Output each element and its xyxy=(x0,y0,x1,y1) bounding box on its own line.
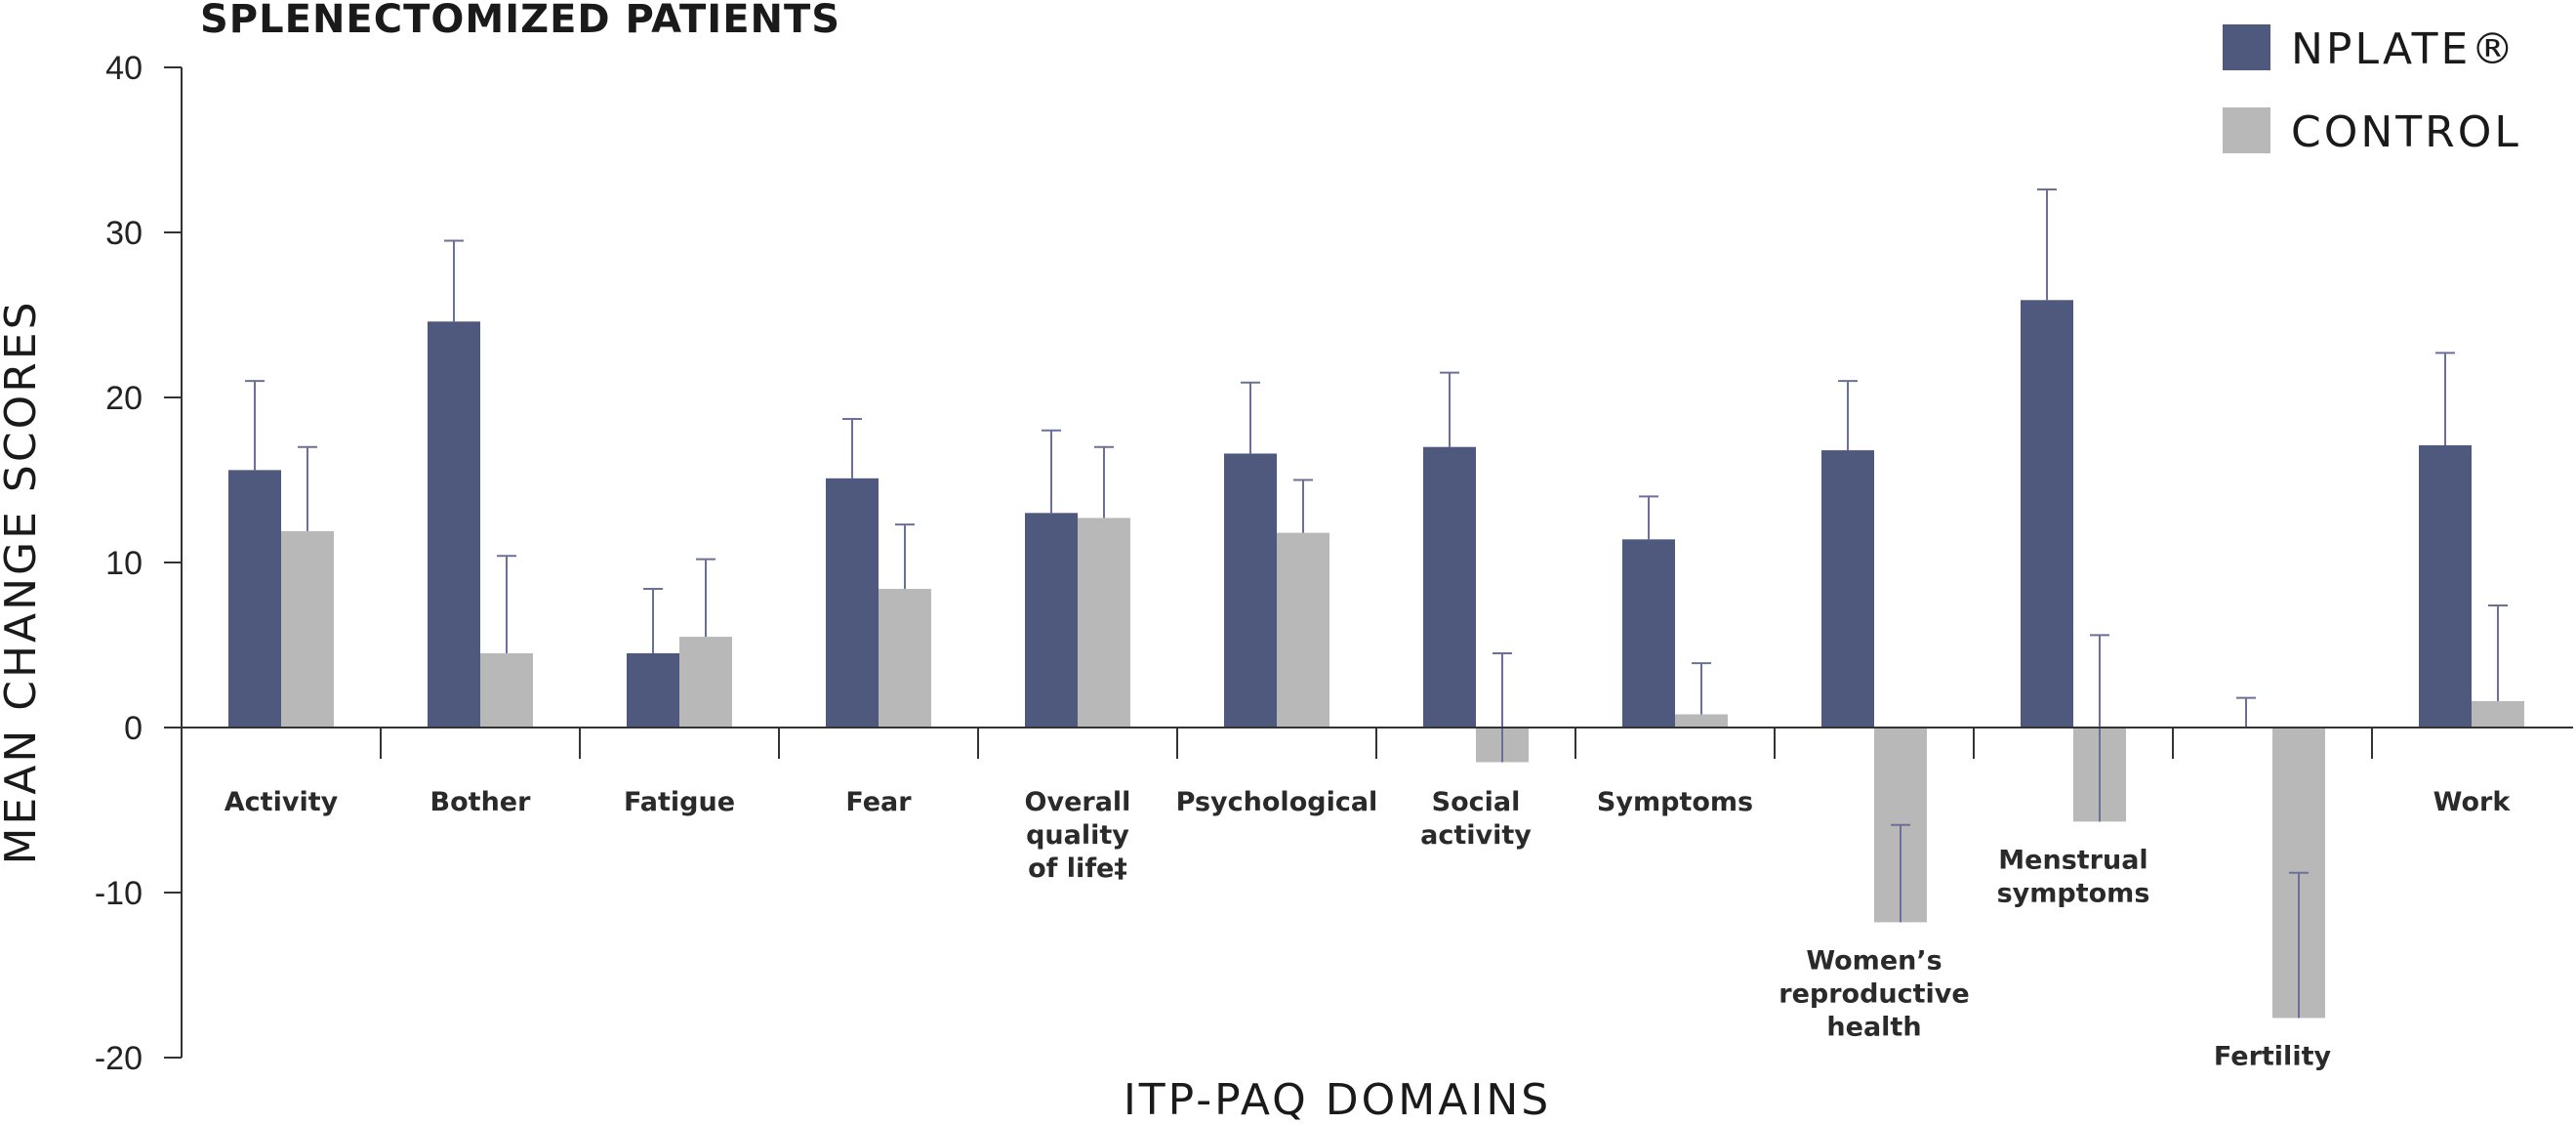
legend-label-control: CONTROL xyxy=(2291,107,2521,157)
category-label-symptoms: Symptoms xyxy=(1597,787,1753,817)
bar-nplate-fear xyxy=(826,478,879,728)
bar-nplate-women-s-reproductive-health xyxy=(1821,450,1874,728)
axes xyxy=(181,67,2573,1058)
y-tick-label: 30 xyxy=(105,215,143,252)
chart-title: SPLENECTOMIZED PATIENTS xyxy=(200,0,840,42)
category-label-overall-quality-of-life: Overall quality of life‡ xyxy=(1025,787,1131,884)
bar-control-fatigue xyxy=(679,637,732,728)
bar-control-symptoms xyxy=(1675,714,1728,728)
legend-swatch-control xyxy=(2223,107,2270,153)
legend-label-nplate: NPLATE® xyxy=(2291,24,2516,74)
y-axis-title: MEAN CHANGE SCORES xyxy=(0,299,46,864)
y-axis-ticks: 40 30 20 10 0 -10 -20 xyxy=(95,50,182,1077)
bar-nplate-bother xyxy=(428,321,480,728)
category-label-fertility: Fertility xyxy=(2214,1041,2332,1071)
bar-control-fear xyxy=(879,589,931,728)
legend-swatch-nplate xyxy=(2223,24,2270,70)
y-tick-label: 10 xyxy=(105,545,143,582)
category-label-fear: Fear xyxy=(845,787,912,817)
bar-control-overall-quality-of-life xyxy=(1078,518,1130,728)
error-bars xyxy=(245,188,2508,1019)
y-tick-label: -10 xyxy=(95,875,143,912)
category-label-menstrual-symptoms: Menstrual symptoms xyxy=(1997,845,2150,908)
bar-nplate-overall-quality-of-life xyxy=(1025,513,1078,728)
bar-control-work xyxy=(2472,700,2524,728)
category-label-psychological: Psychological xyxy=(1176,787,1378,817)
bar-nplate-psychological xyxy=(1224,453,1277,728)
bar-nplate-menstrual-symptoms xyxy=(2021,300,2073,728)
bar-control-bother xyxy=(480,652,533,728)
category-label-work: Work xyxy=(2433,787,2512,817)
category-label-bother: Bother xyxy=(430,787,532,817)
category-label-women-s-reproductive-health: Women’s reproductive health xyxy=(1779,945,1969,1042)
bar-nplate-activity xyxy=(228,470,281,728)
bar-nplate-symptoms xyxy=(1622,539,1675,728)
y-tick-label: 20 xyxy=(105,380,143,417)
y-tick-label: 0 xyxy=(124,710,143,747)
bar-nplate-work xyxy=(2419,445,2472,728)
bar-control-psychological xyxy=(1277,532,1329,728)
category-label-fatigue: Fatigue xyxy=(624,787,735,817)
bars xyxy=(228,300,2524,1019)
bar-nplate-fatigue xyxy=(627,652,679,728)
legend: NPLATE® CONTROL xyxy=(2223,24,2521,157)
y-tick-label: -20 xyxy=(95,1040,143,1077)
y-tick-label: 40 xyxy=(105,50,143,87)
category-label-social-activity: Social activity xyxy=(1420,787,1532,851)
x-axis-title: ITP-PAQ DOMAINS xyxy=(1124,1075,1551,1124)
category-labels: Activity Bother Fatigue Fear Overall quality o… xyxy=(225,787,2512,1071)
bar-control-activity xyxy=(281,530,334,728)
category-label-activity: Activity xyxy=(225,787,339,817)
bar-nplate-social-activity xyxy=(1423,446,1476,728)
